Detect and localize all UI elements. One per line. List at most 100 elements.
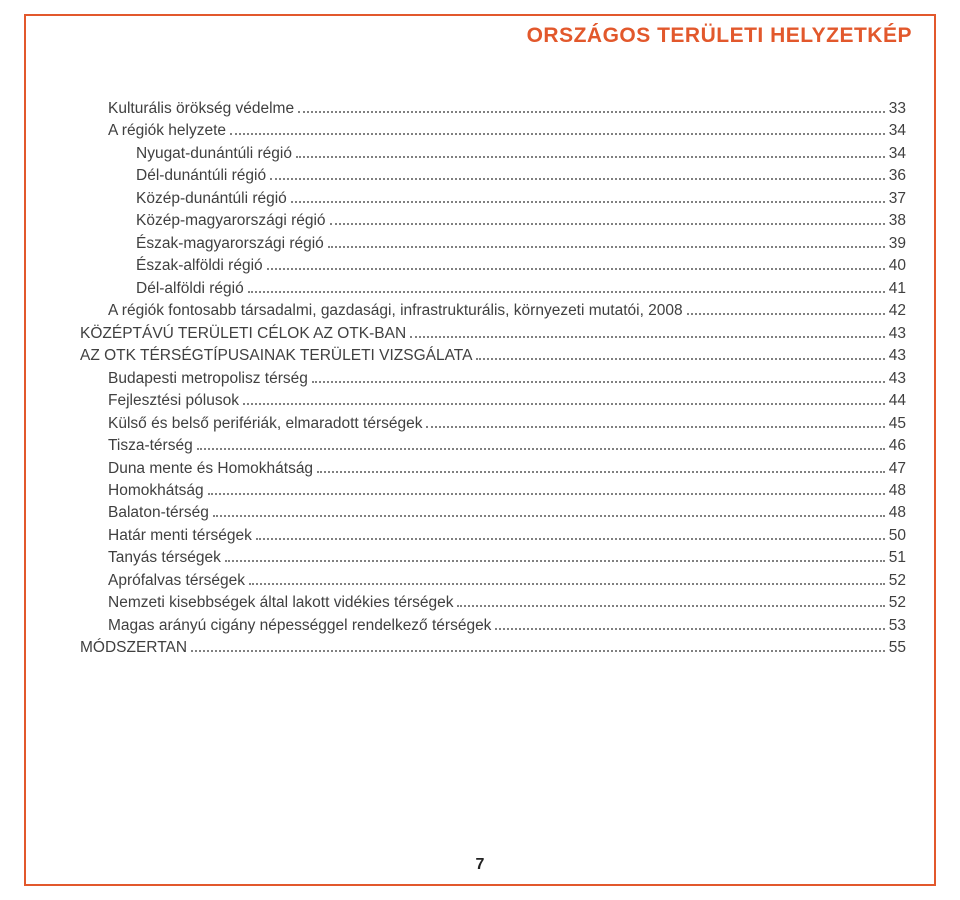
toc-dots [296,156,885,158]
toc-label: Tisza-térség [108,435,193,457]
toc-label: MÓDSZERTAN [80,637,187,659]
toc-line: Dél-alföldi régió 41 [80,278,906,300]
toc-line: Dél-dunántúli régió 36 [80,165,906,187]
toc-line: Tanyás térségek 51 [80,547,906,569]
toc-line: Külső és belső perifériák, elmaradott té… [80,413,906,435]
toc-page: 55 [889,637,906,659]
toc-page: 52 [889,592,906,614]
toc-page: 47 [889,458,906,480]
toc-dots [225,560,885,562]
toc-page: 41 [889,278,906,300]
toc-label: Magas arányú cigány népességgel rendelke… [108,615,491,637]
toc-page: 45 [889,413,906,435]
toc-label: Közép-dunántúli régió [136,188,287,210]
toc-line: Közép-magyarországi régió 38 [80,210,906,232]
toc-line: Nemzeti kisebbségek által lakott vidékie… [80,592,906,614]
toc-line: Tisza-térség 46 [80,435,906,457]
toc-line: A régiók fontosabb társadalmi, gazdasági… [80,300,906,322]
toc-line: AZ OTK TÉRSÉGTÍPUSAINAK TERÜLETI VIZSGÁL… [80,345,906,367]
toc-page: 36 [889,165,906,187]
toc-page: 42 [889,300,906,322]
header-region: ORSZÁGOS TERÜLETI HELYZETKÉP [503,14,936,58]
toc-label: KÖZÉPTÁVÚ TERÜLETI CÉLOK AZ OTK-BAN [80,323,406,345]
toc-dots [291,201,885,203]
toc-dots [249,583,885,585]
toc-dots [248,291,885,293]
toc-label: Dél-dunántúli régió [136,165,266,187]
toc-line: Közép-dunántúli régió37 [80,188,906,210]
toc-line: Duna mente és Homokhátság 47 [80,458,906,480]
toc-line: Észak-magyarországi régió 39 [80,233,906,255]
toc-dots [270,178,885,180]
toc-page: 48 [889,502,906,524]
toc-label: Dél-alföldi régió [136,278,244,300]
toc-dots [213,515,885,517]
toc-label: Homokhátság [108,480,204,502]
toc-page: 40 [889,255,906,277]
toc-label: AZ OTK TÉRSÉGTÍPUSAINAK TERÜLETI VIZSGÁL… [80,345,472,367]
toc-page: 46 [889,435,906,457]
toc-dots [197,448,885,450]
toc-label: Aprófalvas térségek [108,570,245,592]
toc-dots [312,381,885,383]
toc-line: Magas arányú cigány népességgel rendelke… [80,615,906,637]
toc-container: Kulturális örökség védelme33A régiók hel… [80,98,906,660]
toc-label: Fejlesztési pólusok [108,390,239,412]
toc-page: 44 [889,390,906,412]
toc-page: 39 [889,233,906,255]
toc-dots [230,133,885,135]
toc-dots [330,223,885,225]
toc-dots [256,538,885,540]
toc-page: 34 [889,143,906,165]
toc-label: Kulturális örökség védelme [108,98,294,120]
toc-line: Határ menti térségek50 [80,525,906,547]
toc-dots [328,246,885,248]
toc-dots [243,403,885,405]
toc-line: Fejlesztési pólusok 44 [80,390,906,412]
toc-page: 43 [889,323,906,345]
toc-label: Közép-magyarországi régió [136,210,326,232]
toc-line: Aprófalvas térségek 52 [80,570,906,592]
toc-page: 33 [889,98,906,120]
toc-dots [317,471,885,473]
toc-page: 38 [889,210,906,232]
toc-label: Budapesti metropolisz térség [108,368,308,390]
toc-label: Határ menti térségek [108,525,252,547]
toc-page: 51 [889,547,906,569]
toc-dots [426,426,884,428]
toc-line: Balaton-térség 48 [80,502,906,524]
toc-line: Budapesti metropolisz térség 43 [80,368,906,390]
toc-label: Duna mente és Homokhátság [108,458,313,480]
toc-label: Nyugat-dunántúli régió [136,143,292,165]
toc-page: 48 [889,480,906,502]
toc-line: Homokhátság 48 [80,480,906,502]
toc-dots [267,268,885,270]
toc-line: Kulturális örökség védelme 33 [80,98,906,120]
toc-dots [457,605,884,607]
toc-dots [298,111,885,113]
toc-page: 43 [889,368,906,390]
toc-line: Nyugat-dunántúli régió 34 [80,143,906,165]
toc-label: Észak-magyarországi régió [136,233,324,255]
toc-line: A régiók helyzete 34 [80,120,906,142]
toc-page: 52 [889,570,906,592]
toc-dots [208,493,885,495]
page-number: 7 [0,856,960,874]
toc-dots [687,313,885,315]
toc-page: 53 [889,615,906,637]
toc-page: 34 [889,120,906,142]
header-title: ORSZÁGOS TERÜLETI HELYZETKÉP [527,24,912,48]
toc-dots [191,650,885,652]
toc-label: Külső és belső perifériák, elmaradott té… [108,413,422,435]
toc-label: Balaton-térség [108,502,209,524]
toc-page: 43 [889,345,906,367]
toc-line: MÓDSZERTAN 55 [80,637,906,659]
toc-label: Nemzeti kisebbségek által lakott vidékie… [108,592,453,614]
toc-label: A régiók fontosabb társadalmi, gazdasági… [108,300,683,322]
toc-dots [476,358,884,360]
toc-dots [495,628,884,630]
toc-label: Észak-alföldi régió [136,255,263,277]
toc-label: Tanyás térségek [108,547,221,569]
toc-label: A régiók helyzete [108,120,226,142]
toc-line: KÖZÉPTÁVÚ TERÜLETI CÉLOK AZ OTK-BAN 43 [80,323,906,345]
